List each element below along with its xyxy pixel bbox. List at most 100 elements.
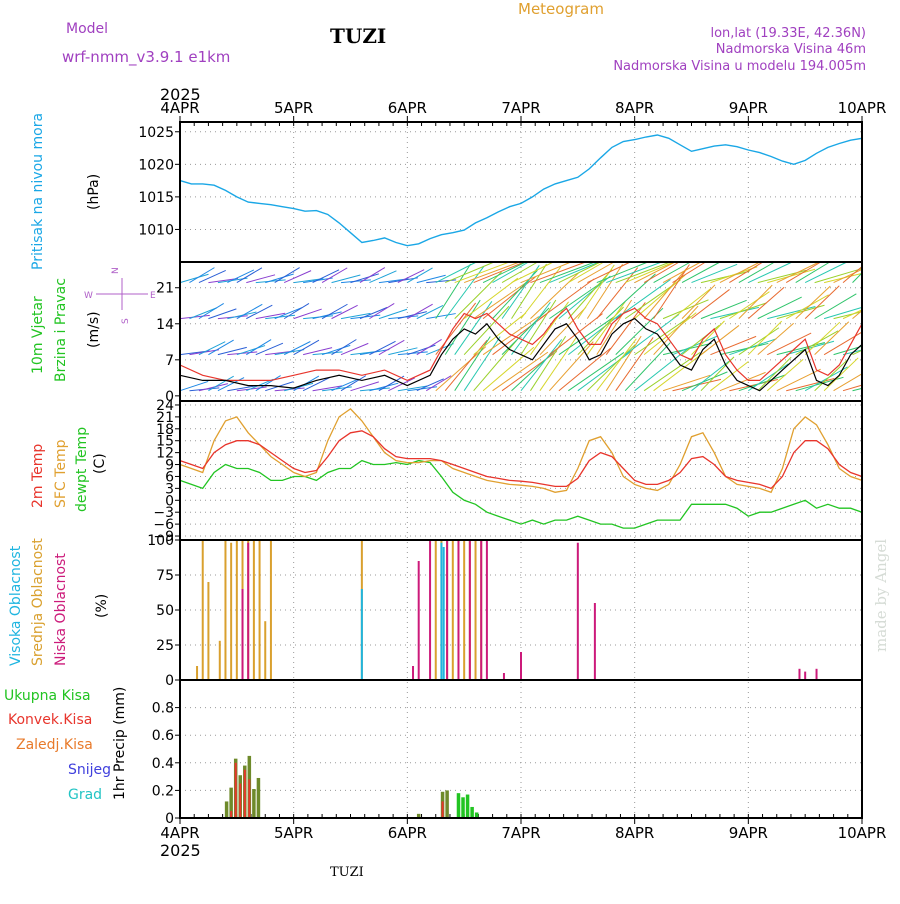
wind-arrow bbox=[501, 307, 550, 356]
precip-legend-conv: Konvek.Kisa bbox=[8, 712, 92, 728]
wind-arrow bbox=[605, 302, 646, 355]
year-bottom: 2025 bbox=[160, 841, 201, 860]
temp-ytick-label: 18 bbox=[156, 422, 174, 438]
cloud-ylabel-high: Visoka Oblacnost bbox=[8, 545, 24, 666]
wind-arrow bbox=[340, 375, 367, 392]
wind-arrow bbox=[700, 299, 747, 320]
wind-arrow bbox=[615, 279, 671, 320]
wind-arrow bbox=[738, 261, 775, 284]
wind-arrow bbox=[549, 261, 600, 284]
wind-arrow bbox=[558, 261, 601, 284]
panel-frame bbox=[179, 400, 863, 541]
x-tick-label-top: 5APR bbox=[274, 99, 313, 117]
wind-arrow bbox=[681, 261, 721, 284]
x-tick-label-bottom: 10APR bbox=[838, 824, 887, 842]
wind-arrow bbox=[605, 335, 642, 391]
temp-ylabel-1: 2m Temp bbox=[30, 444, 46, 508]
precip-bar-total bbox=[256, 777, 261, 818]
wind-arrow bbox=[549, 313, 603, 356]
wind-arrow bbox=[179, 273, 209, 284]
pressure-line bbox=[179, 134, 863, 247]
wind-arrow bbox=[378, 339, 405, 356]
wind-arrow bbox=[435, 263, 472, 319]
wind-arrow bbox=[587, 261, 631, 284]
credit-watermark: made by Angel bbox=[872, 539, 890, 652]
wind-arrow bbox=[302, 377, 330, 392]
pressure-ytick-label: 1015 bbox=[138, 190, 174, 206]
wind-arrows-group bbox=[179, 261, 863, 392]
wind-arrow bbox=[539, 261, 596, 284]
wind-arrow bbox=[426, 313, 456, 320]
wind-arrow bbox=[672, 261, 706, 284]
wind-arrow bbox=[530, 261, 586, 284]
wind-arrow bbox=[312, 269, 340, 284]
compass-w: W bbox=[84, 291, 93, 301]
wind-arrow bbox=[568, 261, 605, 284]
wind-arrow bbox=[236, 267, 263, 284]
compass-e: E bbox=[150, 291, 156, 301]
precip-bar-total bbox=[252, 789, 256, 818]
wind-arrow bbox=[274, 267, 300, 284]
lonlat-label: lon,lat (19.33E, 42.36N) bbox=[710, 26, 866, 41]
wind-arrow bbox=[653, 264, 690, 319]
precip-ytick-label: 0.6 bbox=[152, 728, 174, 744]
wind-arrow bbox=[501, 261, 538, 284]
precip-legend-total: Ukupna Kisa bbox=[4, 688, 91, 704]
wind-arrow bbox=[710, 266, 758, 284]
precip-bar-convective bbox=[239, 783, 242, 818]
pressure-ylabel: Pritisak na nivou mora bbox=[30, 113, 46, 270]
wind-arrow bbox=[719, 371, 766, 392]
elevation-label: Nadmorska Visina 46m bbox=[716, 42, 866, 57]
wind-arrow bbox=[691, 360, 730, 392]
wind-arrow bbox=[738, 284, 773, 319]
wind-arrow bbox=[719, 302, 767, 320]
wind-arrow bbox=[435, 346, 487, 392]
temp-ytick-label: 21 bbox=[156, 410, 174, 426]
wind-arrow bbox=[444, 339, 488, 392]
wind-arrow bbox=[729, 261, 764, 284]
wind-ylabel-1: 10m Vjetar bbox=[30, 296, 46, 374]
wind-arrow bbox=[568, 313, 622, 356]
wind-arrow bbox=[814, 321, 850, 356]
wind-arrow bbox=[217, 377, 245, 392]
wind-arrow bbox=[407, 303, 433, 320]
precip-unit: 1hr Precip (mm) bbox=[112, 687, 128, 800]
wind-arrow bbox=[378, 375, 405, 392]
wind-arrow bbox=[719, 342, 769, 356]
temp-ytick-label: 3 bbox=[165, 481, 174, 497]
wind-arrow bbox=[369, 303, 395, 320]
wind-arrow bbox=[776, 261, 820, 284]
cloud-ylabel-low: Niska Oblacnost bbox=[53, 553, 69, 666]
precip-bar-total bbox=[470, 806, 474, 818]
wind-arrow bbox=[710, 335, 757, 356]
precip-bar-convective bbox=[230, 811, 233, 818]
compass-s: S bbox=[121, 318, 131, 324]
wind-arrow bbox=[624, 342, 671, 392]
wind-arrow bbox=[586, 301, 626, 355]
wind-arrow bbox=[823, 357, 859, 392]
wind-arrow bbox=[227, 269, 255, 284]
x-tick-label-top: 7APR bbox=[501, 99, 540, 117]
wind-arrow bbox=[208, 375, 234, 392]
cloud-ytick-label: 0 bbox=[165, 673, 174, 689]
x-tick-label-bottom: 8APR bbox=[615, 824, 654, 842]
wind-arrow bbox=[179, 380, 209, 392]
wind-arrow bbox=[786, 378, 835, 392]
wind-arrow bbox=[785, 261, 822, 284]
wind-arrow bbox=[511, 263, 547, 319]
wind-arrow bbox=[634, 348, 688, 392]
wind-arrow bbox=[852, 310, 863, 320]
precip-legend-graupel: Grad bbox=[68, 787, 102, 803]
wind-arrow bbox=[558, 316, 615, 356]
wind-arrow bbox=[814, 293, 857, 320]
wind-arrow bbox=[473, 280, 530, 320]
wind-ytick-label: 14 bbox=[156, 317, 174, 333]
cloud-ylabel-mid: Srednja Oblacnost bbox=[30, 538, 46, 666]
wind-arrow bbox=[463, 261, 520, 284]
wind-arrow bbox=[227, 385, 257, 392]
pressure-ytick-label: 1010 bbox=[138, 222, 174, 238]
precip-bar-total bbox=[461, 797, 465, 818]
wind-arrow bbox=[511, 261, 554, 284]
